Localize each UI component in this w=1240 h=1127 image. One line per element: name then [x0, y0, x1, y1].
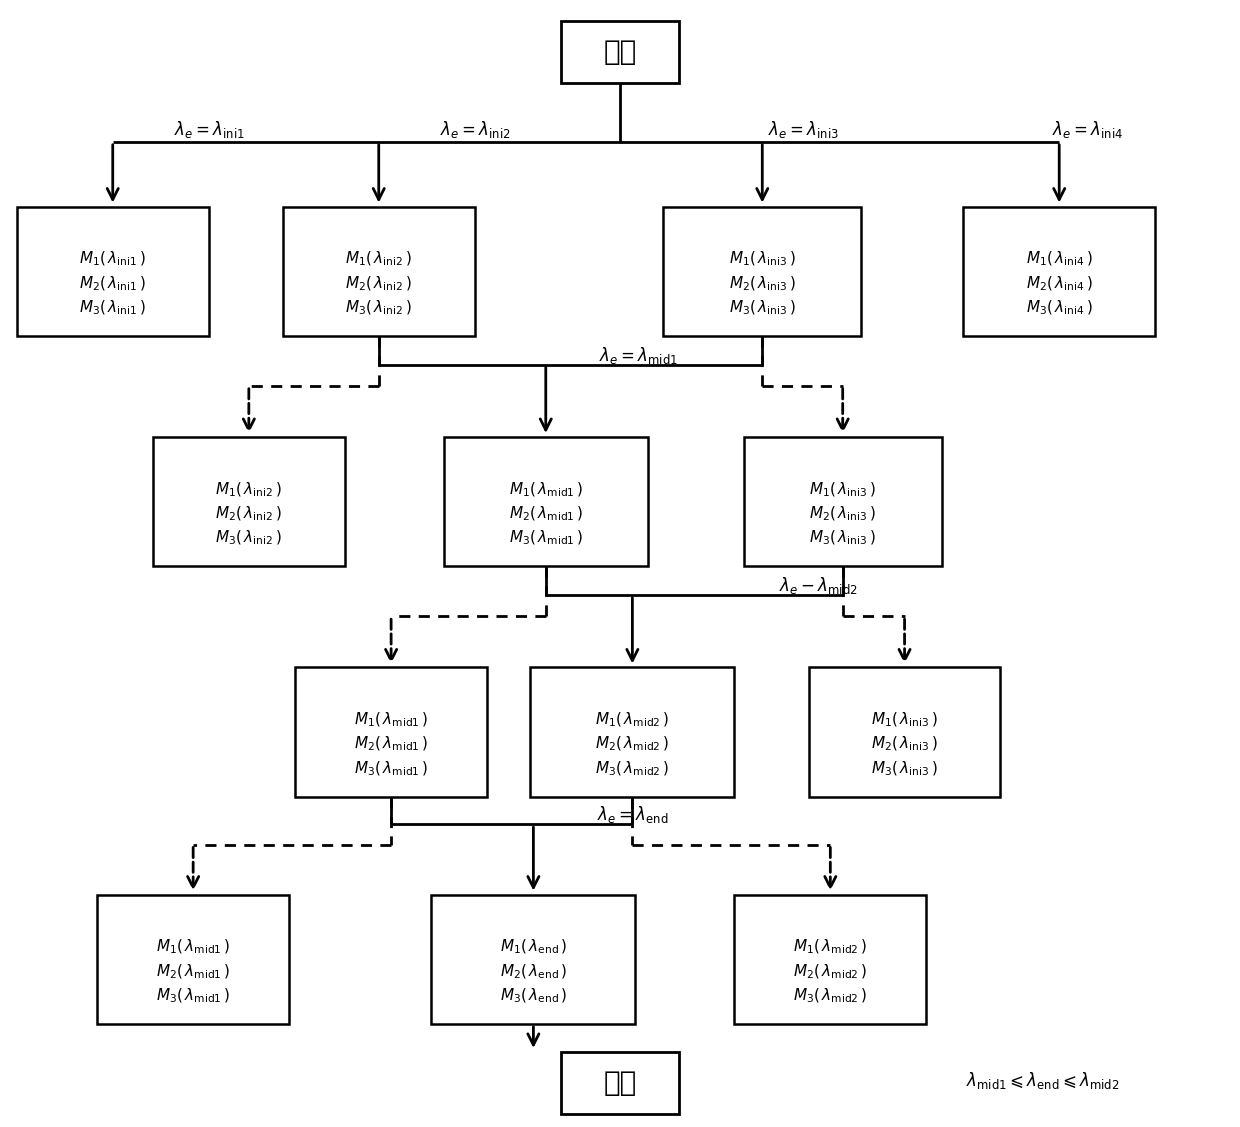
Text: $M_3(\,\lambda_{\mathrm{ini3}}\,)$: $M_3(\,\lambda_{\mathrm{ini3}}\,)$: [729, 299, 796, 317]
Bar: [153, 437, 345, 566]
Text: $M_3(\,\lambda_{\mathrm{mid1}}\,)$: $M_3(\,\lambda_{\mathrm{mid1}}\,)$: [508, 529, 583, 548]
Text: $M_2(\,\lambda_{\mathrm{ini2}}\,)$: $M_2(\,\lambda_{\mathrm{ini2}}\,)$: [216, 505, 283, 523]
Text: $M_3(\,\lambda_{\mathrm{ini2}}\,)$: $M_3(\,\lambda_{\mathrm{ini2}}\,)$: [216, 529, 283, 548]
Bar: [295, 667, 487, 797]
Text: $\lambda_e = \lambda_{\mathrm{ini4}}$: $\lambda_e = \lambda_{\mathrm{ini4}}$: [1053, 119, 1123, 140]
Text: $M_1(\,\lambda_{\mathrm{ini3}}\,)$: $M_1(\,\lambda_{\mathrm{ini3}}\,)$: [872, 711, 937, 729]
Text: $M_3(\,\lambda_{\mathrm{ini3}}\,)$: $M_3(\,\lambda_{\mathrm{ini3}}\,)$: [872, 760, 937, 778]
Bar: [562, 1051, 678, 1113]
Text: $\lambda_e = \lambda_{\mathrm{ini3}}$: $\lambda_e = \lambda_{\mathrm{ini3}}$: [768, 119, 838, 140]
Text: $M_2(\,\lambda_{\mathrm{end}}\,)$: $M_2(\,\lambda_{\mathrm{end}}\,)$: [500, 962, 567, 980]
Text: $M_1(\,\lambda_{\mathrm{mid1}}\,)$: $M_1(\,\lambda_{\mathrm{mid1}}\,)$: [156, 938, 231, 957]
Text: 开始: 开始: [604, 38, 636, 66]
Text: $M_3(\,\lambda_{\mathrm{mid1}}\,)$: $M_3(\,\lambda_{\mathrm{mid1}}\,)$: [156, 986, 231, 1005]
Text: $M_3(\,\lambda_{\mathrm{end}}\,)$: $M_3(\,\lambda_{\mathrm{end}}\,)$: [500, 986, 567, 1005]
Text: $\lambda_e - \lambda_{\mathrm{mid2}}$: $\lambda_e - \lambda_{\mathrm{mid2}}$: [779, 576, 857, 596]
Bar: [963, 206, 1156, 336]
Text: $M_3(\,\lambda_{\mathrm{ini4}}\,)$: $M_3(\,\lambda_{\mathrm{ini4}}\,)$: [1025, 299, 1092, 317]
Text: $M_3(\,\lambda_{\mathrm{ini3}}\,)$: $M_3(\,\lambda_{\mathrm{ini3}}\,)$: [810, 529, 877, 548]
Text: $M_2(\,\lambda_{\mathrm{mid1}}\,)$: $M_2(\,\lambda_{\mathrm{mid1}}\,)$: [156, 962, 231, 980]
Text: $\lambda_e = \lambda_{\mathrm{ini1}}$: $\lambda_e = \lambda_{\mathrm{ini1}}$: [174, 119, 244, 140]
Bar: [562, 21, 678, 83]
Text: $\lambda_e = \lambda_{\mathrm{mid1}}$: $\lambda_e = \lambda_{\mathrm{mid1}}$: [599, 345, 678, 366]
Bar: [432, 895, 635, 1023]
Text: $M_3(\,\lambda_{\mathrm{mid2}}\,)$: $M_3(\,\lambda_{\mathrm{mid2}}\,)$: [794, 986, 868, 1005]
Text: $M_2(\,\lambda_{\mathrm{mid2}}\,)$: $M_2(\,\lambda_{\mathrm{mid2}}\,)$: [595, 735, 670, 754]
Text: $M_1(\,\lambda_{\mathrm{ini3}}\,)$: $M_1(\,\lambda_{\mathrm{ini3}}\,)$: [810, 480, 877, 499]
Bar: [97, 895, 289, 1023]
Bar: [744, 437, 941, 566]
Text: $M_1(\,\lambda_{\mathrm{ini2}}\,)$: $M_1(\,\lambda_{\mathrm{ini2}}\,)$: [345, 250, 412, 268]
Bar: [808, 667, 1001, 797]
Text: $M_2(\,\lambda_{\mathrm{ini3}}\,)$: $M_2(\,\lambda_{\mathrm{ini3}}\,)$: [810, 505, 877, 523]
Text: $M_1(\,\lambda_{\mathrm{end}}\,)$: $M_1(\,\lambda_{\mathrm{end}}\,)$: [500, 938, 567, 957]
Text: $M_2(\,\lambda_{\mathrm{ini3}}\,)$: $M_2(\,\lambda_{\mathrm{ini3}}\,)$: [872, 735, 937, 754]
Text: $M_1(\,\lambda_{\mathrm{ini2}}\,)$: $M_1(\,\lambda_{\mathrm{ini2}}\,)$: [216, 480, 283, 499]
Bar: [17, 206, 208, 336]
Bar: [283, 206, 475, 336]
Text: $M_2(\,\lambda_{\mathrm{ini4}}\,)$: $M_2(\,\lambda_{\mathrm{ini4}}\,)$: [1025, 274, 1092, 293]
Text: $M_1(\,\lambda_{\mathrm{mid1}}\,)$: $M_1(\,\lambda_{\mathrm{mid1}}\,)$: [508, 480, 583, 499]
Text: $M_2(\,\lambda_{\mathrm{mid1}}\,)$: $M_2(\,\lambda_{\mathrm{mid1}}\,)$: [353, 735, 428, 754]
Text: 结束: 结束: [604, 1068, 636, 1097]
Text: $M_3(\,\lambda_{\mathrm{ini2}}\,)$: $M_3(\,\lambda_{\mathrm{ini2}}\,)$: [345, 299, 412, 317]
Text: $M_2(\,\lambda_{\mathrm{ini3}}\,)$: $M_2(\,\lambda_{\mathrm{ini3}}\,)$: [729, 274, 796, 293]
Text: $M_3(\,\lambda_{\mathrm{mid2}}\,)$: $M_3(\,\lambda_{\mathrm{mid2}}\,)$: [595, 760, 670, 778]
Text: $M_2(\,\lambda_{\mathrm{ini1}}\,)$: $M_2(\,\lambda_{\mathrm{ini1}}\,)$: [79, 274, 146, 293]
Text: $\lambda_{\mathrm{mid1}} \leqslant \lambda_{\mathrm{end}} \leqslant \lambda_{\ma: $\lambda_{\mathrm{mid1}} \leqslant \lamb…: [966, 1071, 1120, 1091]
Bar: [444, 437, 647, 566]
Text: $M_2(\,\lambda_{\mathrm{mid2}}\,)$: $M_2(\,\lambda_{\mathrm{mid2}}\,)$: [794, 962, 868, 980]
Text: $M_2(\,\lambda_{\mathrm{mid1}}\,)$: $M_2(\,\lambda_{\mathrm{mid1}}\,)$: [508, 505, 583, 523]
Text: $M_1(\,\lambda_{\mathrm{ini4}}\,)$: $M_1(\,\lambda_{\mathrm{ini4}}\,)$: [1025, 250, 1092, 268]
Bar: [734, 895, 926, 1023]
Text: $\lambda_e = \lambda_{\mathrm{ini2}}$: $\lambda_e = \lambda_{\mathrm{ini2}}$: [440, 119, 511, 140]
Text: $M_1(\,\lambda_{\mathrm{mid1}}\,)$: $M_1(\,\lambda_{\mathrm{mid1}}\,)$: [353, 711, 428, 729]
Text: $M_2(\,\lambda_{\mathrm{ini2}}\,)$: $M_2(\,\lambda_{\mathrm{ini2}}\,)$: [345, 274, 412, 293]
Text: $\lambda_e = \lambda_{\mathrm{end}}$: $\lambda_e = \lambda_{\mathrm{end}}$: [596, 804, 668, 825]
Text: $M_1(\,\lambda_{\mathrm{ini1}}\,)$: $M_1(\,\lambda_{\mathrm{ini1}}\,)$: [79, 250, 146, 268]
Bar: [663, 206, 862, 336]
Text: $M_1(\,\lambda_{\mathrm{mid2}}\,)$: $M_1(\,\lambda_{\mathrm{mid2}}\,)$: [595, 711, 670, 729]
Bar: [531, 667, 734, 797]
Text: $M_3(\,\lambda_{\mathrm{ini1}}\,)$: $M_3(\,\lambda_{\mathrm{ini1}}\,)$: [79, 299, 146, 317]
Text: $M_1(\,\lambda_{\mathrm{mid2}}\,)$: $M_1(\,\lambda_{\mathrm{mid2}}\,)$: [794, 938, 868, 957]
Text: $M_3(\,\lambda_{\mathrm{mid1}}\,)$: $M_3(\,\lambda_{\mathrm{mid1}}\,)$: [353, 760, 428, 778]
Text: $M_1(\,\lambda_{\mathrm{ini3}}\,)$: $M_1(\,\lambda_{\mathrm{ini3}}\,)$: [729, 250, 796, 268]
